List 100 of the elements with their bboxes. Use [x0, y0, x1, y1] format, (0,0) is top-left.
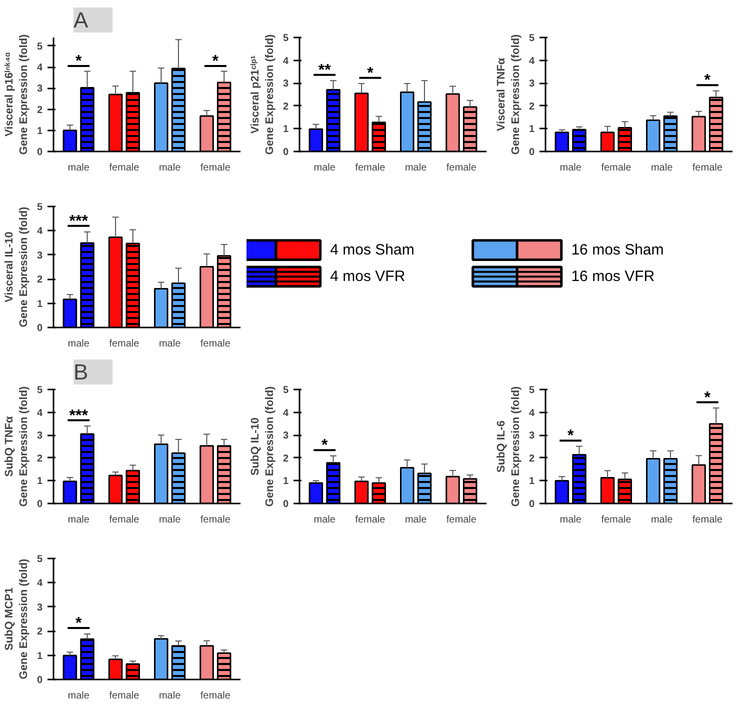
y-tick-label: 1: [36, 476, 43, 488]
annotation: ***: [69, 407, 89, 424]
x-tick-label: male: [650, 162, 674, 174]
x-tick-label: female: [355, 162, 386, 174]
text: B: [74, 360, 88, 384]
y-tick-label: 5: [282, 385, 289, 396]
annotation: ***: [69, 212, 89, 230]
annotation: *: [367, 64, 374, 82]
x-tick-label: male: [314, 162, 336, 174]
y-axis-title: SubQ IL-6 Gene Expression (fold): [496, 386, 522, 507]
y-tick-label: 2: [36, 626, 43, 638]
y-tick-label: 0: [36, 675, 43, 686]
annotation: *: [704, 389, 712, 406]
y-tick-label: 4: [36, 408, 43, 419]
y-tick-label: 0: [282, 147, 289, 158]
legend-label: 16 mos VFR: [571, 268, 655, 286]
x-tick-label: female: [109, 514, 140, 526]
legend-label: 16 mos Sham: [571, 242, 664, 259]
y-tick-label: 4: [282, 408, 289, 419]
y-tick-label: 3: [36, 84, 43, 95]
y-axis-title: SubQ IL-10 Gene Expression (fold): [250, 386, 276, 507]
x-tick-label: male: [404, 514, 428, 526]
x-tick-label: male: [158, 338, 182, 350]
y-axis-title: Visceral TNFα Gene Expression (fold): [496, 34, 522, 155]
legend-label: 4 mos Sham: [330, 242, 414, 259]
y-tick-label: 2: [528, 101, 535, 112]
y-tick-label: 0: [36, 323, 43, 334]
annotation: *: [321, 437, 328, 454]
y-tick-label: 1: [528, 476, 535, 488]
x-tick-label: female: [200, 690, 231, 702]
y-tick-label: 3: [282, 78, 289, 90]
y-tick-label: 1: [36, 126, 43, 137]
y-axis-title: SubQ TNFα Gene Expression (fold): [4, 386, 30, 507]
y-axis-title: Visceral p21ᶜⁱᵖ¹ Gene Expression (fold): [250, 34, 276, 155]
y-tick-label: 2: [36, 104, 43, 116]
y-axis-title: SubQ MCP1 Gene Expression (fold): [4, 558, 30, 680]
y-axis-title: Visceral p16ᴵⁿᵏ⁴ᵅ Gene Expression (fold): [4, 34, 30, 155]
y-tick-label: 5: [528, 385, 535, 396]
x-tick-label: male: [560, 514, 582, 526]
text: A: [74, 8, 88, 32]
x-tick-label: female: [200, 162, 231, 174]
x-tick-label: male: [404, 162, 428, 174]
x-tick-label: female: [601, 162, 632, 174]
y-tick-label: 3: [282, 430, 289, 442]
x-tick-label: female: [200, 338, 231, 350]
y-tick-label: 0: [36, 499, 43, 510]
x-tick-label: female: [692, 514, 723, 526]
x-tick-label: female: [355, 514, 386, 526]
x-tick-label: male: [314, 514, 336, 526]
y-tick-label: 4: [36, 62, 43, 74]
y-tick-label: 1: [282, 476, 289, 488]
x-tick-label: male: [158, 162, 182, 174]
annotation: *: [75, 53, 82, 70]
y-tick-label: 3: [36, 430, 43, 442]
y-tick-label: 4: [282, 56, 289, 67]
y-tick-label: 5: [282, 33, 289, 44]
y-tick-label: 3: [36, 250, 43, 262]
y-tick-label: 1: [528, 124, 535, 136]
x-tick-label: male: [560, 162, 582, 174]
y-tick-label: 4: [36, 578, 43, 590]
x-tick-label: female: [601, 514, 632, 526]
x-tick-label: male: [158, 690, 182, 702]
y-tick-label: 3: [36, 602, 43, 614]
y-tick-label: 3: [528, 78, 535, 90]
x-tick-label: male: [68, 514, 90, 526]
annotation: *: [212, 53, 220, 70]
annotation: *: [75, 614, 82, 632]
annotation: **: [318, 62, 332, 79]
x-tick-label: female: [446, 514, 477, 526]
x-tick-label: male: [68, 162, 90, 174]
y-tick-label: 1: [36, 298, 43, 310]
y-tick-label: 1: [36, 650, 43, 662]
annotation: *: [704, 72, 712, 90]
y-tick-label: 2: [282, 453, 289, 464]
x-tick-label: female: [109, 690, 140, 702]
y-tick-label: 0: [528, 147, 535, 158]
y-tick-label: 5: [36, 41, 43, 52]
y-tick-label: 4: [528, 408, 535, 419]
y-tick-label: 5: [36, 385, 43, 396]
x-tick-label: male: [68, 338, 90, 350]
y-axis-title: Visceral IL-10 Gene Expression (fold): [4, 206, 30, 328]
x-tick-label: male: [68, 690, 90, 702]
y-tick-label: 0: [282, 499, 289, 510]
x-tick-label: male: [650, 514, 674, 526]
y-tick-label: 1: [282, 124, 289, 136]
y-tick-label: 5: [36, 202, 43, 213]
y-tick-label: 5: [36, 554, 43, 565]
y-tick-label: 0: [528, 499, 535, 510]
y-tick-label: 5: [528, 33, 535, 44]
annotation: *: [567, 428, 574, 445]
x-tick-label: female: [200, 514, 231, 526]
y-tick-label: 3: [528, 430, 535, 442]
x-tick-label: female: [446, 162, 477, 174]
y-tick-label: 2: [36, 453, 43, 464]
y-tick-label: 2: [528, 453, 535, 464]
y-tick-label: 4: [528, 56, 535, 67]
x-tick-label: female: [109, 162, 140, 174]
y-tick-label: 2: [36, 274, 43, 286]
y-tick-label: 4: [36, 226, 43, 238]
y-tick-label: 2: [282, 101, 289, 112]
